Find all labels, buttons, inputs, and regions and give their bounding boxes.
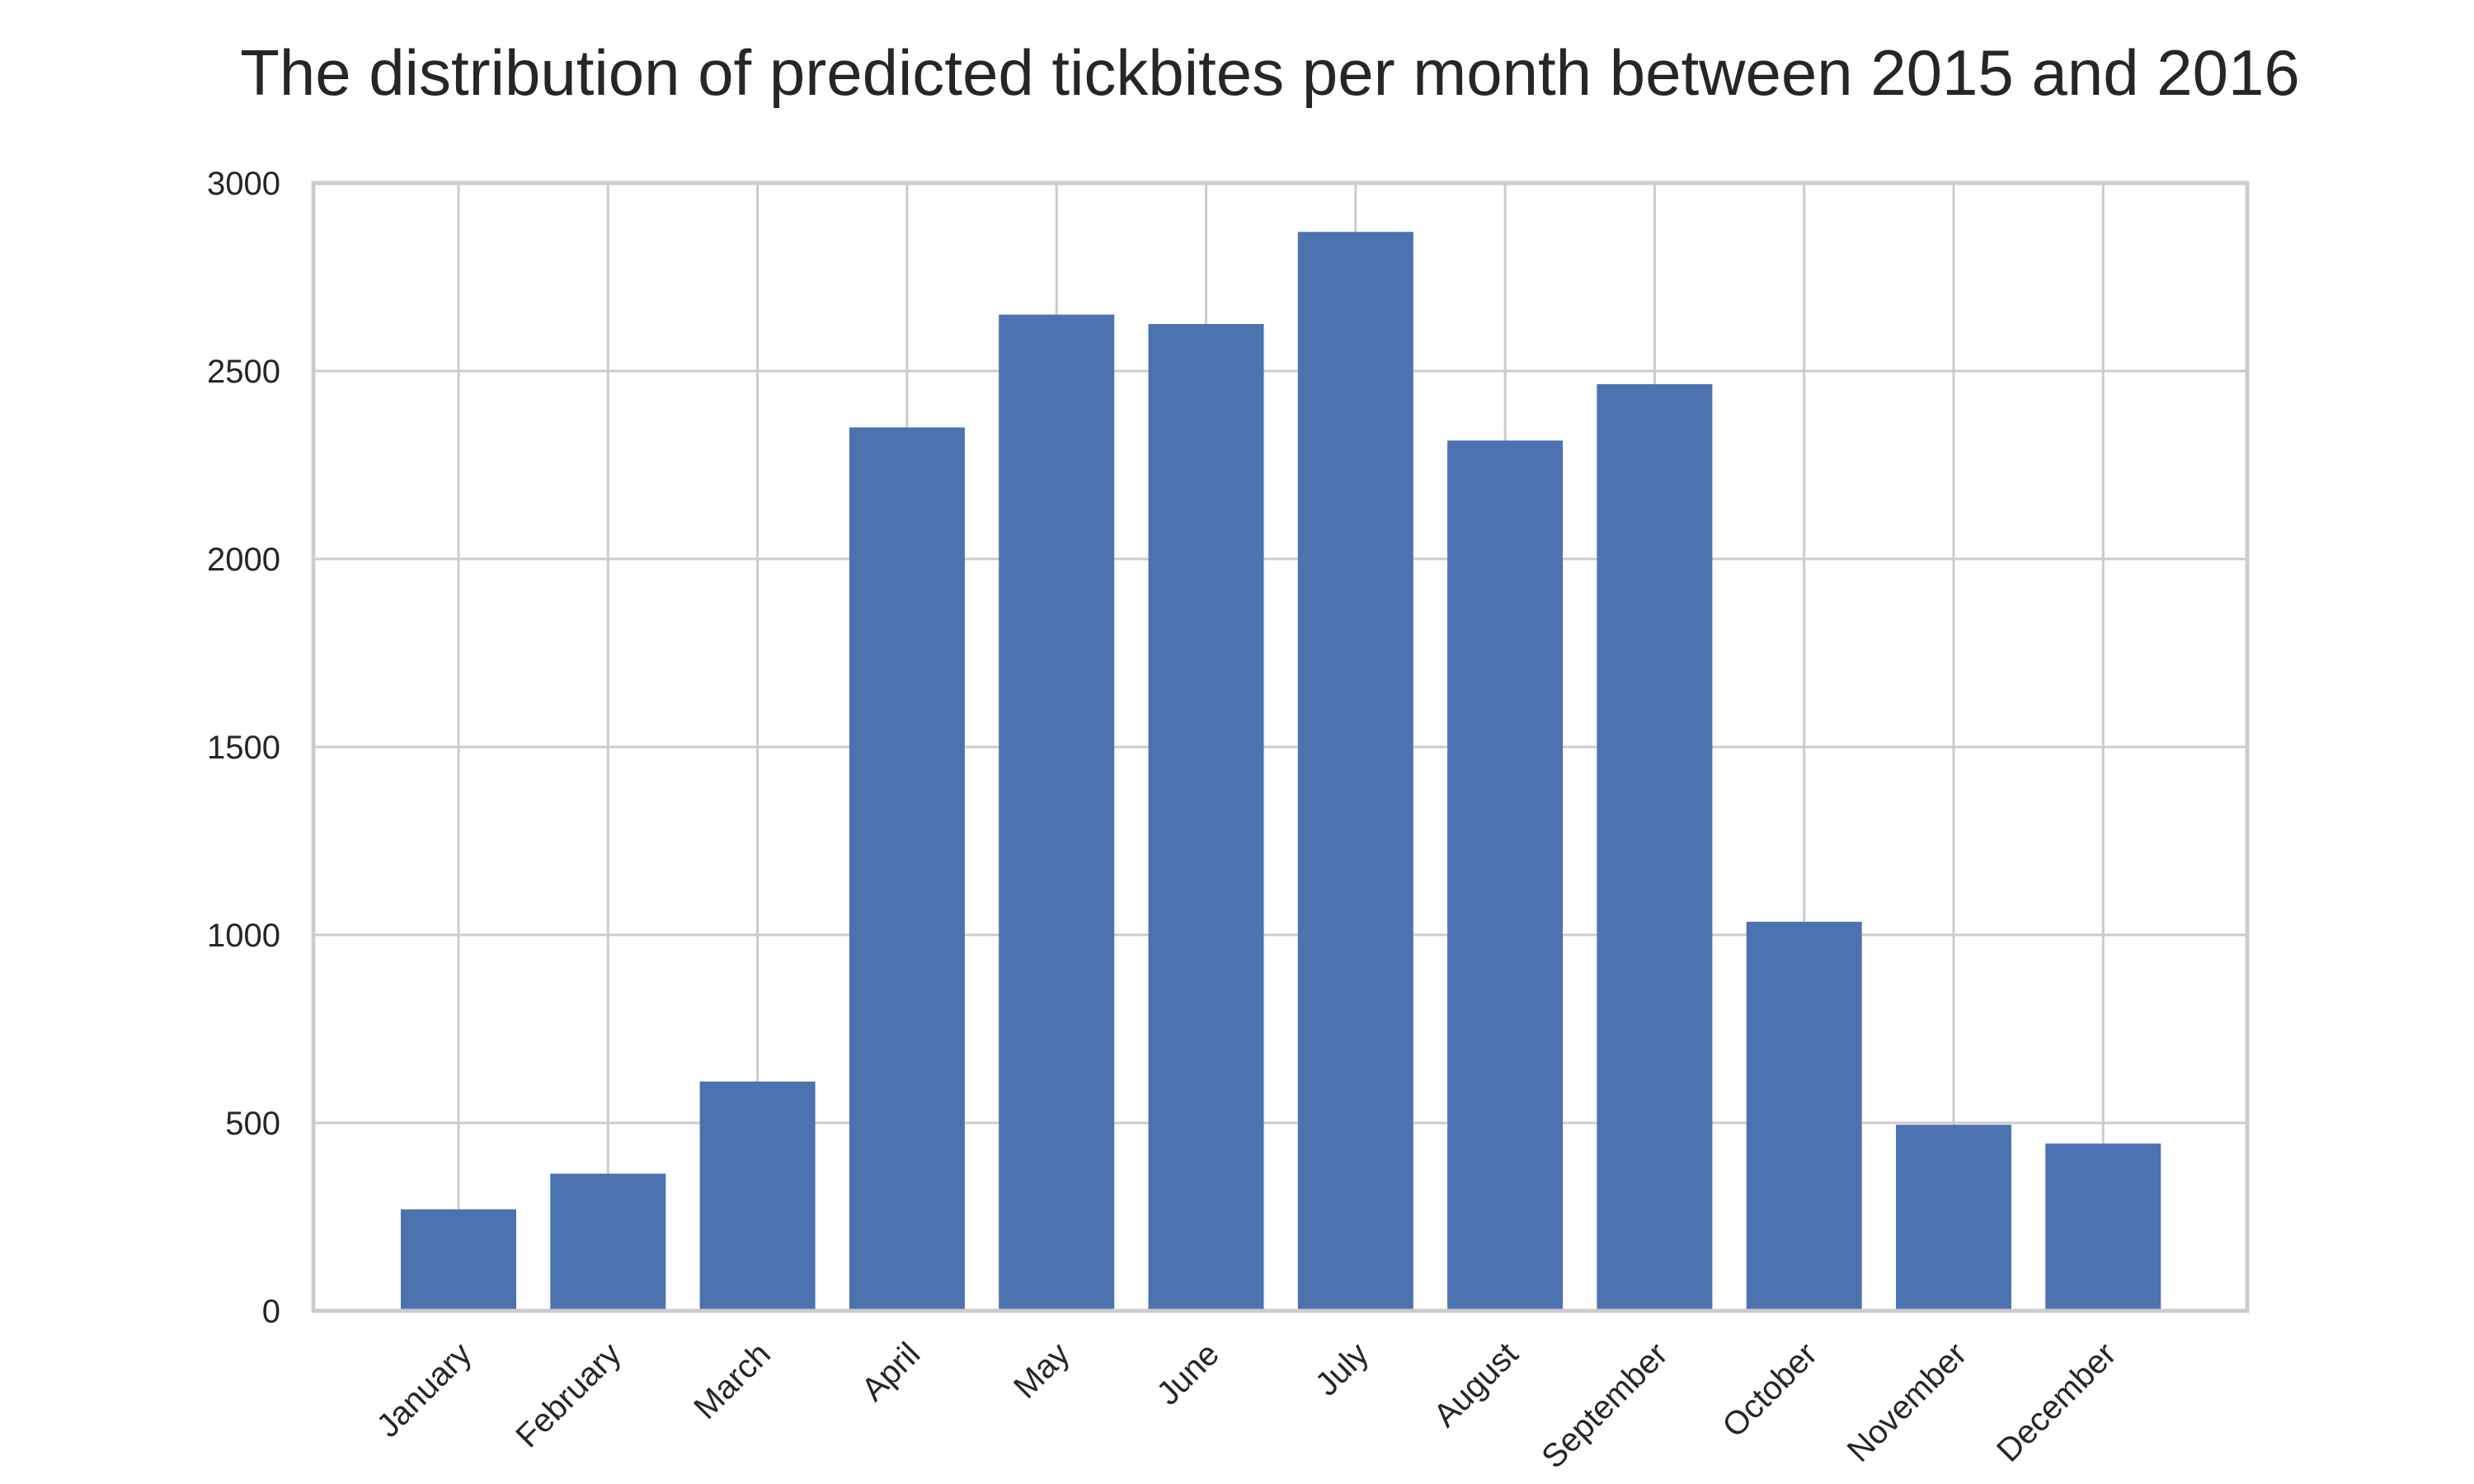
y-tick-label: 3000 <box>207 166 280 202</box>
x-tick-label-august: August <box>1427 1336 1525 1434</box>
x-tick-label-july: July <box>1309 1336 1376 1402</box>
bar-august <box>1447 440 1564 1311</box>
y-tick-label: 1000 <box>207 918 280 954</box>
bar-july <box>1297 232 1413 1311</box>
bar-february <box>550 1173 666 1311</box>
y-axis-ticks: 0 500 1000 1500 2000 2500 3000 <box>207 166 280 1330</box>
x-tick-label-november: November <box>1841 1336 1974 1469</box>
x-tick-label-june: June <box>1150 1336 1225 1411</box>
x-tick-label-january: January <box>370 1336 479 1444</box>
y-tick-label: 2000 <box>207 542 280 578</box>
bar-october <box>1746 922 1862 1311</box>
bar-january <box>401 1209 516 1311</box>
bar-september <box>1597 383 1713 1312</box>
x-tick-label-october: October <box>1715 1336 1824 1444</box>
x-tick-label-march: March <box>687 1336 778 1426</box>
bar-march <box>699 1081 816 1311</box>
y-tick-label: 0 <box>262 1294 280 1330</box>
bar-may <box>999 314 1115 1312</box>
x-tick-label-may: May <box>1007 1336 1077 1406</box>
chart-title: The distribution of predicted tickbites … <box>240 36 2300 109</box>
bar-april <box>849 427 965 1311</box>
y-tick-label: 1500 <box>207 730 280 766</box>
x-tick-label-february: February <box>509 1336 628 1454</box>
plot-frame <box>311 181 2250 1313</box>
x-axis-ticks: January February March April May June July Augu… <box>370 1336 2124 1475</box>
bar-june <box>1148 324 1264 1311</box>
y-tick-label: 2500 <box>207 354 280 390</box>
y-tick-label: 500 <box>225 1106 280 1142</box>
x-tick-label-december: December <box>1990 1336 2124 1469</box>
bars <box>401 232 2161 1312</box>
bar-november <box>1896 1125 2011 1311</box>
x-tick-label-september: September <box>1535 1336 1674 1475</box>
bar-december <box>2045 1144 2161 1311</box>
x-tick-label-april: April <box>855 1336 928 1408</box>
